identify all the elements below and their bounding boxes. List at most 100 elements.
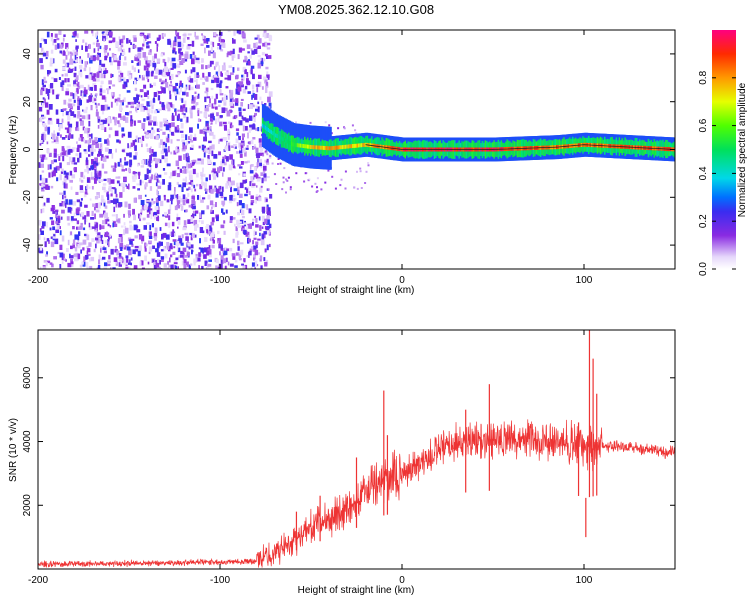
noise-speckle [263,231,267,235]
noise-speckle [97,39,99,43]
noise-speckle [79,264,82,268]
noise-speckle [186,188,189,191]
noise-speckle [230,186,232,193]
noise-speckle [264,79,268,84]
noise-speckle [43,76,46,81]
noise-speckle [162,72,167,78]
noise-speckle [61,146,65,152]
noise-speckle [217,46,219,50]
noise-speckle [176,125,180,130]
noise-speckle [239,221,242,224]
noise-speckle [107,117,111,123]
noise-speckle [110,165,115,168]
noise-speckle [48,70,52,74]
noise-speckle [66,63,70,68]
noise-speckle [119,192,123,198]
noise-speckle [180,250,184,255]
noise-speckle [104,262,108,267]
noise-speckle [88,138,92,144]
noise-speckle [56,224,60,229]
noise-speckle [251,104,256,108]
noise-speckle [86,99,89,103]
noise-speckle [47,127,50,133]
scatter-speckle [340,178,343,181]
noise-speckle [182,182,186,188]
noise-speckle [212,52,216,59]
noise-speckle [103,267,108,269]
noise-speckle [72,49,77,53]
noise-speckle [166,163,171,167]
noise-speckle [75,191,79,195]
noise-speckle [172,170,176,177]
noise-speckle [118,78,122,83]
noise-speckle [63,190,66,195]
noise-speckle [158,241,161,247]
noise-speckle [99,121,103,125]
noise-speckle [208,267,213,269]
noise-speckle [45,57,48,60]
noise-speckle [46,109,50,115]
noise-speckle [115,203,117,208]
noise-speckle [211,144,215,150]
noise-speckle [160,256,165,260]
scatter-speckle [285,191,287,194]
noise-speckle [127,259,130,263]
noise-speckle [200,247,204,253]
noise-speckle [159,181,163,185]
noise-speckle [213,154,218,159]
noise-speckle [76,141,78,144]
noise-speckle [164,157,168,163]
noise-speckle [126,38,129,44]
noise-speckle [156,189,159,196]
noise-speckle [266,74,270,78]
noise-speckle [258,38,262,44]
noise-speckle [104,219,108,225]
noise-speckle [114,245,117,249]
noise-speckle [240,249,244,256]
noise-speckle [230,89,234,95]
noise-speckle [59,244,63,250]
noise-speckle [83,109,88,114]
noise-speckle [250,164,254,167]
noise-speckle [40,140,43,143]
noise-speckle [50,33,53,39]
noise-speckle [102,66,106,72]
noise-speckle [84,191,88,195]
noise-speckle [107,263,111,266]
noise-speckle [255,196,259,201]
noise-speckle [259,258,262,262]
noise-speckle [211,204,216,208]
noise-speckle [76,147,80,152]
noise-speckle [70,54,72,60]
noise-speckle [111,188,114,194]
noise-speckle [108,31,113,36]
noise-speckle [237,186,240,191]
noise-speckle [171,112,174,118]
noise-speckle [134,56,138,61]
noise-speckle [203,136,207,142]
noise-speckle [53,138,56,143]
noise-speckle [188,204,192,208]
noise-speckle [211,170,214,173]
noise-speckle [55,229,59,233]
noise-speckle [106,138,109,142]
noise-speckle [148,169,151,174]
noise-speckle [174,205,178,211]
noise-speckle [91,151,94,156]
noise-speckle [207,249,212,255]
noise-speckle [89,57,93,64]
noise-speckle [91,159,94,165]
noise-speckle [59,50,62,54]
noise-speckle [229,263,234,267]
noise-speckle [176,146,180,150]
noise-speckle [204,47,206,54]
noise-speckle [123,177,127,181]
noise-speckle [56,132,60,136]
noise-speckle [97,232,101,238]
noise-speckle [168,182,172,187]
noise-speckle [117,120,120,124]
noise-speckle [99,45,102,50]
noise-speckle [61,74,64,77]
noise-speckle [225,146,229,151]
noise-speckle [51,77,54,80]
